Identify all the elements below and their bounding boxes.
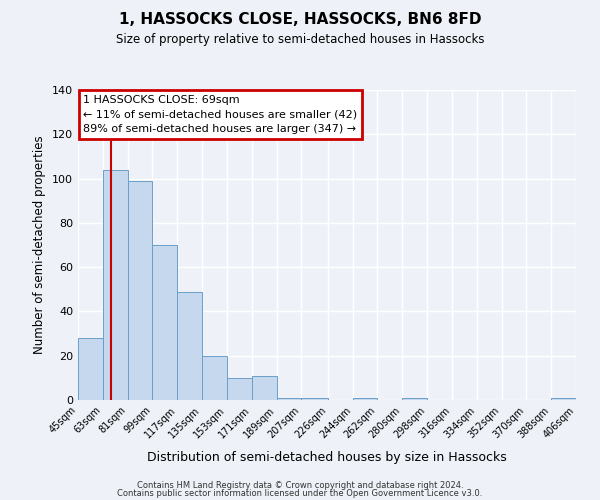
Bar — [551, 398, 576, 400]
Bar — [152, 245, 178, 400]
Text: Contains HM Land Registry data © Crown copyright and database right 2024.: Contains HM Land Registry data © Crown c… — [137, 480, 463, 490]
Text: 1 HASSOCKS CLOSE: 69sqm
← 11% of semi-detached houses are smaller (42)
89% of se: 1 HASSOCKS CLOSE: 69sqm ← 11% of semi-de… — [83, 94, 357, 134]
Bar — [402, 398, 427, 400]
Bar — [128, 181, 152, 400]
Text: Contains public sector information licensed under the Open Government Licence v3: Contains public sector information licen… — [118, 489, 482, 498]
Bar — [301, 398, 328, 400]
Bar — [277, 398, 301, 400]
Bar — [202, 356, 227, 400]
Bar — [178, 292, 202, 400]
Text: 1, HASSOCKS CLOSE, HASSOCKS, BN6 8FD: 1, HASSOCKS CLOSE, HASSOCKS, BN6 8FD — [119, 12, 481, 28]
Y-axis label: Number of semi-detached properties: Number of semi-detached properties — [34, 136, 46, 354]
Bar — [227, 378, 252, 400]
Bar — [252, 376, 277, 400]
Bar — [103, 170, 128, 400]
Bar — [353, 398, 377, 400]
Bar — [78, 338, 103, 400]
X-axis label: Distribution of semi-detached houses by size in Hassocks: Distribution of semi-detached houses by … — [147, 451, 507, 464]
Text: Size of property relative to semi-detached houses in Hassocks: Size of property relative to semi-detach… — [116, 32, 484, 46]
